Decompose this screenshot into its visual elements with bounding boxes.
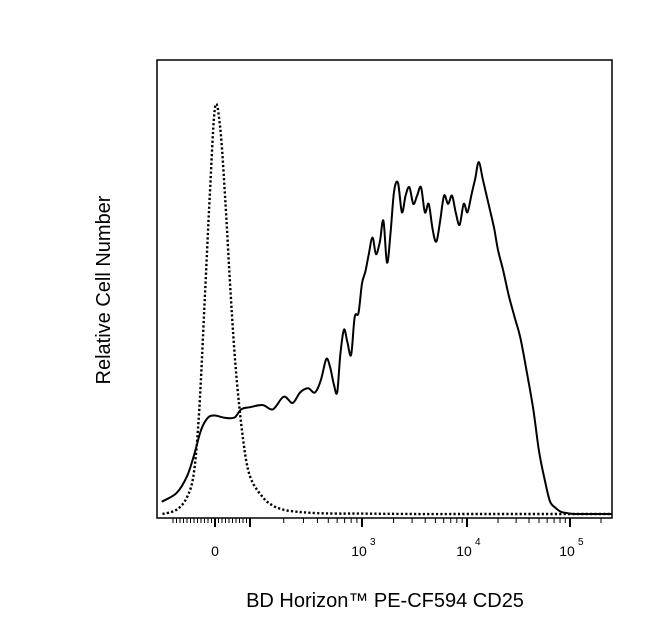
x-tick-label-exponent: 3	[370, 537, 376, 548]
series-line-solid-stained	[161, 161, 612, 516]
x-tick-label: 105	[559, 537, 584, 559]
x-tick-label-exponent: 5	[578, 537, 584, 548]
x-tick-label-exponent: 4	[475, 537, 481, 548]
x-tick-label: 104	[456, 537, 481, 559]
x-axis-title: BD Horizon™ PE-CF594 CD25	[246, 590, 524, 612]
x-tick-label-base: 10	[559, 543, 575, 559]
x-tick-label-base: 10	[351, 543, 367, 559]
x-tick-label: 0	[211, 543, 219, 559]
x-tick-label: 103	[351, 537, 376, 559]
y-axis-title: Relative Cell Number	[93, 195, 115, 384]
minor-tick-marks	[172, 518, 602, 527]
series-line-dotted-control	[162, 102, 611, 516]
x-tick-label-base: 0	[211, 543, 219, 559]
plot-frame	[156, 59, 613, 519]
series-layer	[161, 102, 612, 516]
x-tick-label-base: 10	[456, 543, 472, 559]
